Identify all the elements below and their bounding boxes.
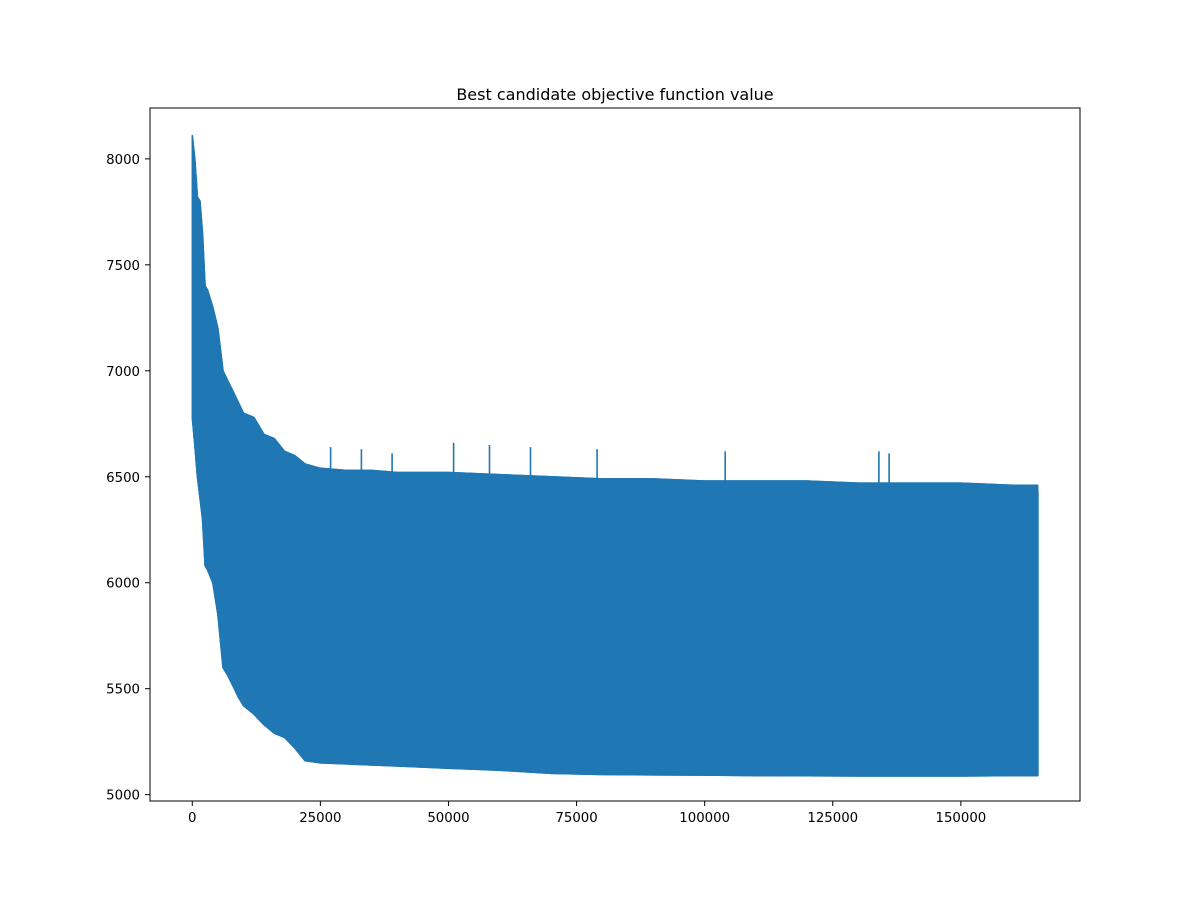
y-tick-label: 7500 — [106, 259, 140, 274]
y-tick-label: 5500 — [106, 683, 140, 698]
y-tick-label: 8000 — [106, 153, 140, 168]
x-tick-label: 125000 — [807, 811, 858, 826]
y-tick-label: 7000 — [106, 365, 140, 380]
series-upper-line — [191, 135, 1038, 486]
x-tick-label: 100000 — [679, 811, 730, 826]
series-layer — [191, 134, 1039, 777]
x-tick-label: 25000 — [299, 811, 341, 826]
plot-frame — [149, 107, 1081, 802]
x-tick-label: 50000 — [427, 811, 469, 826]
x-tick-label: 150000 — [935, 811, 986, 826]
chart-title: Best candidate objective function value — [456, 85, 773, 104]
y-tick-label: 6000 — [106, 577, 140, 592]
series-lower-line — [191, 417, 1038, 777]
y-tick-label: 5000 — [106, 789, 140, 804]
x-tick-label: 75000 — [555, 811, 597, 826]
y-tick-label: 6500 — [106, 471, 140, 486]
x-axis: 0 25000 50000 75000 100000 125000 150000 — [188, 801, 986, 826]
y-axis: 5000 5500 6000 6500 7000 7500 8000 — [106, 153, 150, 804]
x-tick-label: 0 — [188, 811, 196, 826]
